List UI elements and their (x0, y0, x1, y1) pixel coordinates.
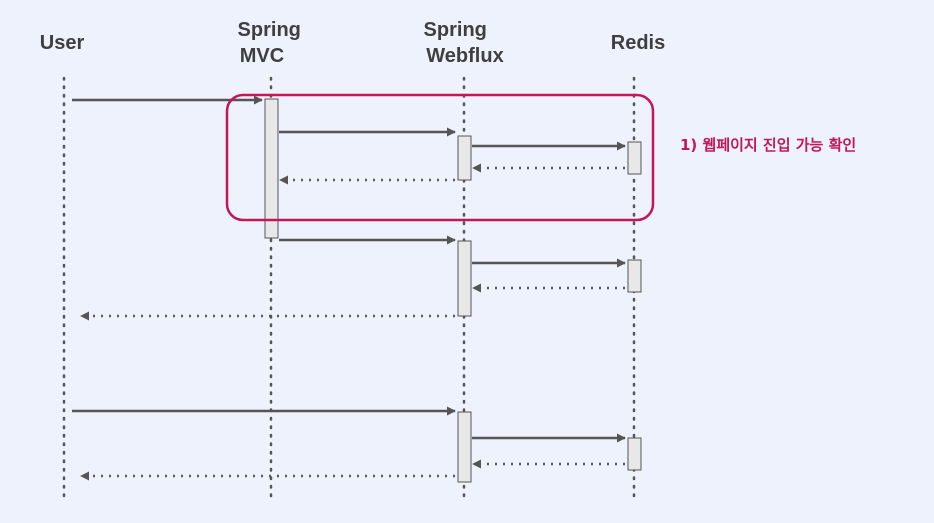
highlight-box (225, 93, 655, 222)
participant-redis-label: Redis (611, 32, 665, 54)
activation-webflux (457, 240, 472, 317)
participant-user-label: User (40, 32, 85, 54)
activation-redis (627, 437, 642, 471)
activation-redis (627, 141, 642, 175)
participant-webflux-label: Spring Webflux (424, 19, 504, 67)
activation-webflux (457, 135, 472, 181)
highlight-annotation: 1) 웹페이지 진입 가능 확인 (680, 136, 856, 154)
activation-webflux (457, 411, 472, 483)
participant-mvc-label: Spring MVC (238, 19, 307, 67)
activation-redis (627, 259, 642, 293)
activation-mvc (264, 98, 279, 239)
